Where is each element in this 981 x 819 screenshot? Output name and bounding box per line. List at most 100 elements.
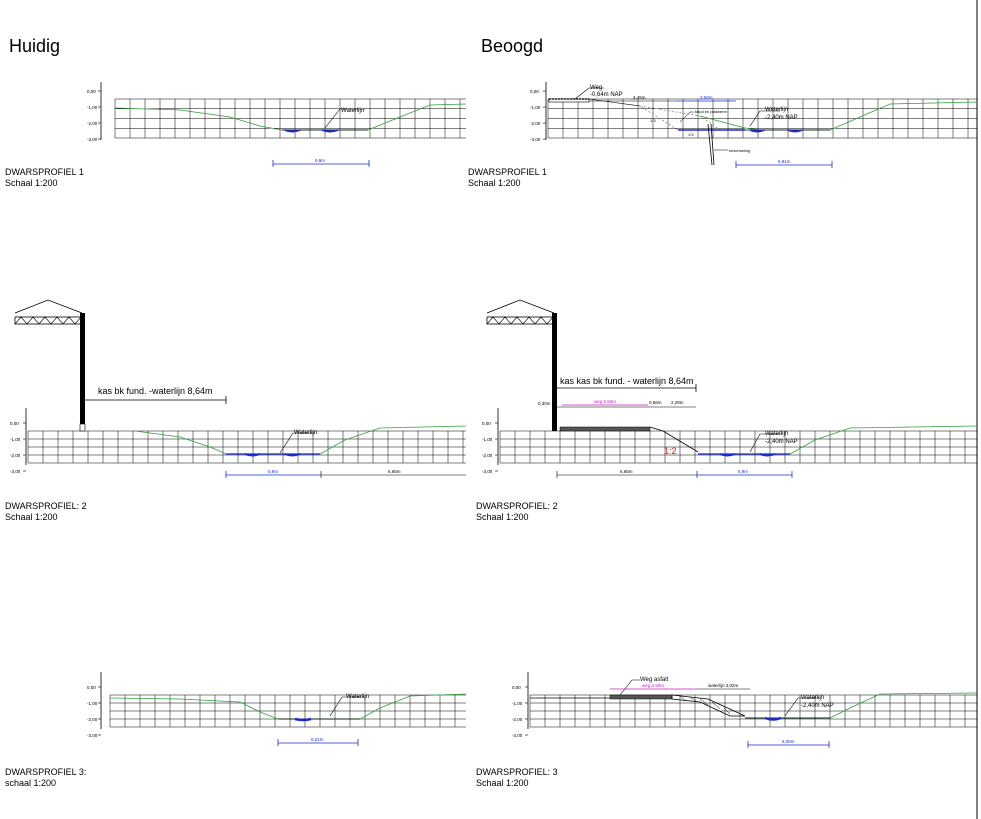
dimension-label: 5,9m — [738, 469, 748, 474]
axis-tick-label: -2,00 — [87, 121, 98, 126]
dimension-label: 0,30m — [538, 401, 551, 406]
dimension-label: waterlijn 3,02m — [708, 683, 739, 688]
leader-line — [279, 432, 315, 454]
embankment-hatch — [671, 694, 746, 717]
terrain-line — [109, 693, 467, 720]
leader-line — [324, 108, 365, 129]
profile-title: DWARSPROFIEL: 2 — [5, 501, 87, 511]
profile-grid — [27, 430, 466, 464]
water-symbol — [764, 716, 782, 721]
road-label: Weg asfalt — [640, 677, 669, 683]
axis-tick-label: -3,00 — [530, 137, 541, 142]
embankment-hatch-lines — [679, 695, 731, 715]
dimension-label: 3,50m — [700, 95, 713, 100]
axis-tick-label: -2,00 — [10, 453, 21, 458]
axis-tick-label: 0,00 — [512, 685, 521, 690]
heading-planned: Beoogd — [481, 36, 544, 56]
water-symbol — [284, 129, 339, 133]
water-symbol — [749, 129, 803, 133]
water-label: Waterlijn — [294, 430, 317, 436]
slope-label: 1:2 — [664, 446, 677, 456]
profile-3-current: 0,00 -1,00 -2,00 -3,00 Waterlijn 6,01m — [87, 672, 467, 746]
axis-tick-label: -1,00 — [87, 105, 98, 110]
profile-title: DWARSPROFIEL 3: — [5, 767, 87, 777]
foundation — [79, 423, 86, 432]
greenhouse-roof — [14, 299, 83, 325]
dimension-label: 6,65m — [388, 469, 401, 474]
road-surface — [609, 694, 673, 700]
slope-label: 1:3 — [650, 118, 656, 123]
leader-line — [784, 697, 820, 717]
axis-tick-label: -2,00 — [530, 121, 541, 126]
dimension-label: 0,56m — [649, 400, 662, 405]
profile-title: DWARSPROFIEL: 2 — [476, 501, 558, 511]
sheet-pile — [707, 123, 713, 166]
axis-tick-label: 0,00 — [530, 89, 539, 94]
axis-tick-label: -3,00 — [87, 733, 98, 738]
water-symbol — [719, 453, 776, 457]
water-symbol — [244, 453, 301, 457]
axis-tick-label: -2,00 — [512, 717, 523, 722]
greenhouse-wall — [80, 313, 85, 431]
sheet-pile — [710, 123, 715, 166]
axis-tick-label: -1,00 — [10, 437, 21, 442]
profile-grid — [499, 430, 977, 464]
profile-scale: Schaal 1:200 — [5, 512, 58, 522]
axis-tick-label: 0,00 — [87, 89, 96, 94]
profile-scale: Schaal 1:200 — [468, 178, 521, 188]
profile-scale: Schaal 1:200 — [476, 778, 529, 788]
terrain-line — [114, 103, 467, 131]
caption-p1-planned: DWARSPROFIEL 1 Schaal 1:200 — [468, 167, 547, 189]
level-axis: 0,00 -1,00 -2,00 -3,00 — [530, 82, 547, 142]
level-axis: 0,00 -1,00 -2,00 -3,00 — [482, 408, 499, 474]
axis-tick-label: -2,00 — [482, 453, 493, 458]
embankment-line — [588, 98, 641, 107]
embankment-line — [649, 426, 699, 453]
leader-line — [679, 111, 694, 123]
axis-tick-label: -3,00 — [512, 733, 523, 738]
profile-grid — [547, 98, 977, 139]
water-level: -2,40m NAP — [765, 439, 798, 445]
profile-scale: schaal 1:200 — [5, 778, 57, 788]
dimension-label: 2,29m — [671, 400, 684, 405]
level-axis: 0,00 -1,00 -2,00 -3,00 — [87, 672, 102, 738]
profile-grid — [114, 98, 466, 139]
leader-line — [329, 696, 365, 717]
water-label: Waterlijn — [801, 695, 824, 701]
water-label: Waterlijn — [765, 431, 788, 437]
road-surface — [559, 426, 651, 432]
profile-3-planned: 0,00 -1,00 -2,00 -3,00 Weg asfalt weg 5,50m… — [512, 672, 978, 748]
leader-line — [749, 110, 780, 127]
greenhouse-wall — [552, 313, 557, 431]
axis-tick-label: -3,00 — [87, 137, 98, 142]
profile-title: DWARSPROFIEL 1 — [468, 167, 547, 177]
axis-tick-label: -3,00 — [482, 469, 493, 474]
caption-p3-planned: DWARSPROFIEL: 3 Schaal 1:200 — [476, 767, 558, 789]
axis-tick-label: 0,00 — [10, 421, 19, 426]
level-axis: 0,00 -1,00 -2,00 -3,00 — [10, 408, 27, 474]
profile-scale: Schaal 1:200 — [5, 178, 58, 188]
profile-title: DWARSPROFIEL: 3 — [476, 767, 558, 777]
leader-line — [619, 679, 640, 696]
dimension-label: 6,65m — [620, 469, 633, 474]
profile-title: DWARSPROFIEL 1 — [5, 167, 84, 177]
road-level: -0,64m NAP — [590, 92, 623, 98]
profile-grid — [109, 694, 466, 728]
axis-tick-label: -1,00 — [87, 701, 98, 706]
dimension-label: 6,00m — [782, 739, 795, 744]
slope-label: 1:5 — [688, 132, 694, 137]
axis-tick-label: -1,00 — [512, 701, 523, 706]
profile-2-current: 0,00 -1,00 -2,00 -3,00 kas bk fund. -waterl… — [10, 299, 467, 478]
caption-p2-planned: DWARSPROFIEL: 2 Schaal 1:200 — [476, 501, 558, 523]
profile-2-planned: 0,00 -1,00 -2,00 -3,00 kas kas bk fund. - w… — [482, 299, 978, 478]
water-level: -2,40m NAP — [801, 703, 834, 709]
profile-1-planned: 0,00 -1,00 -2,00 -3,00 Weg -0,64m NAP 4,45m… — [530, 82, 978, 168]
road-dimension-label: weg 5,50m — [594, 399, 616, 404]
leader-line — [574, 87, 604, 100]
leader-line — [749, 433, 782, 453]
axis-tick-label: -2,00 — [87, 717, 98, 722]
dimension-label: 6,01m — [311, 737, 324, 742]
level-axis: 0,00 -1,00 -2,00 -3,00 — [87, 82, 102, 142]
kas-label: kas bk fund. -waterlijn 8,64m — [98, 386, 213, 396]
